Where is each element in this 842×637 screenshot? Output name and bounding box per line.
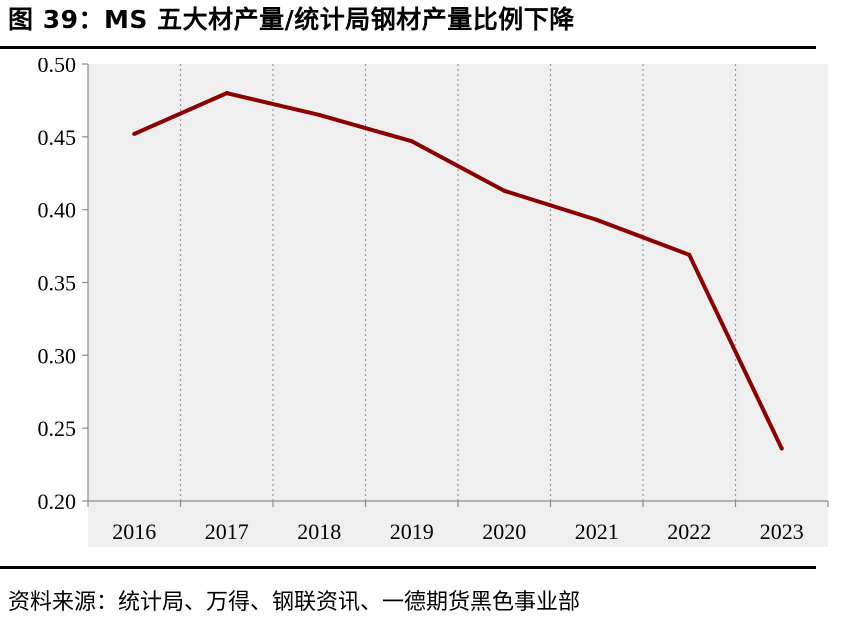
chart-area: 0.20 0.25 0.30 0.35 0.40 0.45 0.50 2016 2017 2018… (0, 52, 842, 558)
data-point (594, 217, 599, 222)
top-divider (0, 46, 816, 49)
y-tick-label: 0.25 (38, 416, 77, 441)
x-tick-label: 2022 (667, 519, 711, 544)
bottom-divider (0, 566, 816, 569)
y-tick-label: 0.45 (38, 125, 77, 150)
data-point (132, 131, 137, 136)
data-point (409, 139, 414, 144)
data-point (687, 252, 692, 257)
figure-title: 图 39：MS 五大材产量/统计局钢材产量比例下降 (8, 5, 575, 34)
x-tick-label: 2018 (297, 519, 341, 544)
data-point (502, 188, 507, 193)
x-tick-label: 2017 (205, 519, 249, 544)
data-point (224, 91, 229, 96)
x-tick-label: 2023 (760, 519, 804, 544)
y-tick-label: 0.20 (38, 489, 77, 514)
data-point (317, 112, 322, 117)
data-point (779, 446, 784, 451)
line-chart: 0.20 0.25 0.30 0.35 0.40 0.45 0.50 2016 2017 2018… (38, 52, 829, 547)
source-note: 资料来源：统计局、万得、钢联资讯、一德期货黑色事业部 (8, 590, 581, 615)
series-line (133, 91, 784, 450)
x-tick-label: 2016 (112, 519, 156, 544)
y-tick-label: 0.40 (38, 198, 77, 223)
y-tick-label: 0.30 (38, 343, 77, 368)
x-tick-label: 2019 (390, 519, 434, 544)
x-tick-label: 2020 (482, 519, 526, 544)
y-tick-label: 0.35 (38, 271, 77, 296)
y-tick-label: 0.50 (38, 58, 77, 77)
x-tick-label: 2021 (575, 519, 619, 544)
